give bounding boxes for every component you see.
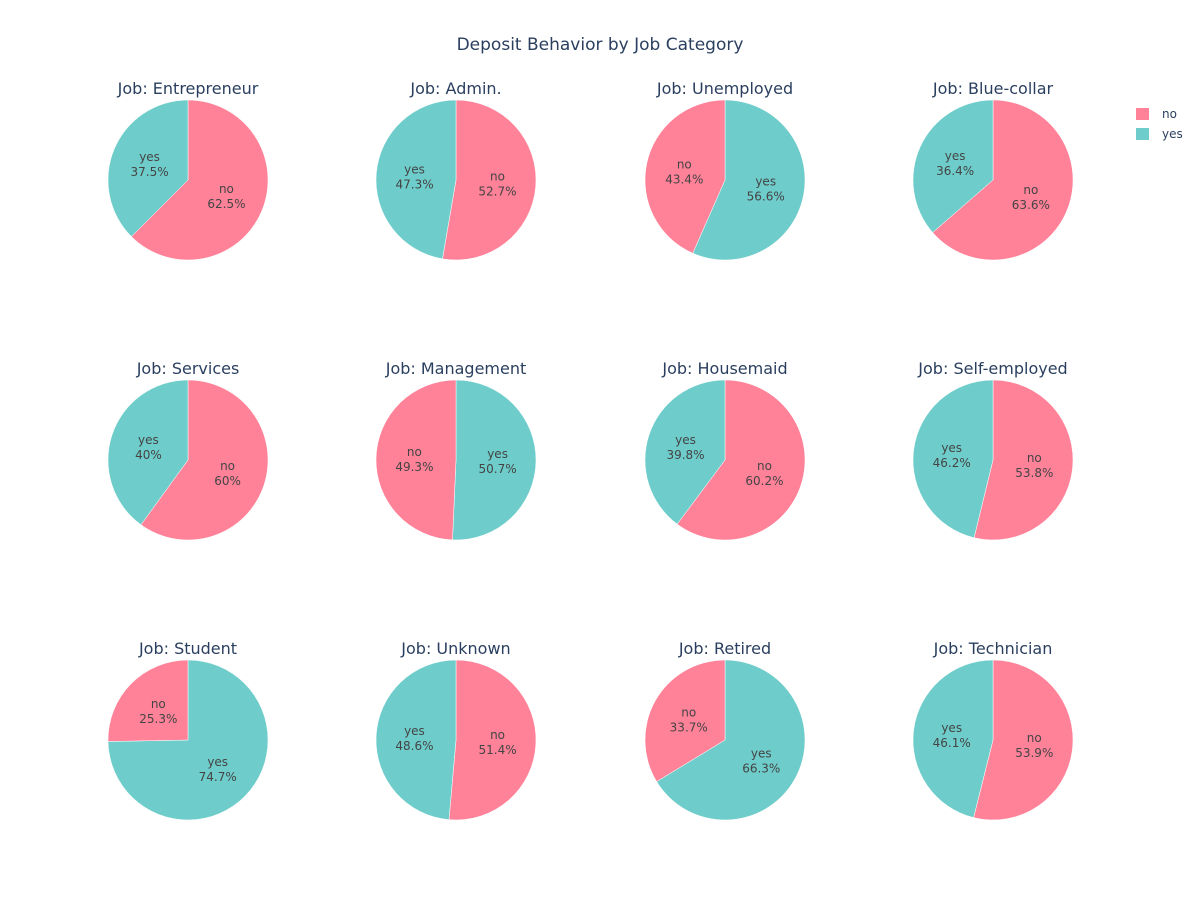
pie-slice-yes[interactable] [375,659,457,820]
slice-label-no: no 51.4% [478,728,516,757]
pie-slice-yes[interactable] [912,379,994,539]
pie-slice-no[interactable] [442,99,537,261]
pie-title: Job: Management [385,359,527,378]
pie-technician: Job: Technician no 53.9% yes 46.1% [912,639,1074,821]
slice-label-yes: yes 36.4% [936,149,974,178]
pie-management: Job: Management yes 50.7% no 49.3% [375,359,537,541]
legend-swatch-no [1136,108,1149,120]
slice-label-yes: yes 47.3% [395,162,433,191]
slice-label-yes: yes 50.7% [479,447,517,476]
pie-title: Job: Self-employed [917,359,1067,378]
pie-title: Job: Services [136,359,240,378]
pie-slice-no[interactable] [932,99,1074,261]
legend-item-no[interactable]: no [1136,107,1177,121]
pie-title: Job: Unemployed [656,79,793,98]
legend-label-no: no [1162,107,1177,121]
pie-student: Job: Student yes 74.7% no 25.3% [107,639,269,821]
legend-swatch-yes [1136,128,1149,140]
pie-title: Job: Student [138,639,237,658]
pie-housemaid: Job: Housemaid no 60.2% yes 39.8% [644,359,806,541]
slice-label-no: no 49.3% [395,445,433,474]
pie-slice-yes[interactable] [107,379,189,526]
slice-label-yes: yes 48.6% [395,724,433,753]
pie-slice-no[interactable] [107,659,189,742]
slice-label-yes: yes 46.1% [933,721,971,750]
slice-label-no: no 63.6% [1012,183,1050,212]
pie-title: Job: Retired [678,639,771,658]
slice-label-no: no 43.4% [665,157,703,186]
pie-title: Job: Housemaid [661,359,787,378]
pie-title: Job: Technician [933,639,1053,658]
pie-unemployed: Job: Unemployed yes 56.6% no 43.4% [644,79,806,261]
slice-label-yes: yes 37.5% [131,150,169,179]
slice-label-no: no 33.7% [670,706,708,735]
chart-title: Deposit Behavior by Job Category [457,35,744,55]
slice-label-yes: yes 66.3% [742,746,780,775]
slice-label-no: no 52.7% [478,170,516,199]
legend-item-yes[interactable]: yes [1136,127,1183,141]
pie-slice-no[interactable] [644,659,726,782]
pie-slice-yes[interactable] [644,379,726,525]
pie-retired: Job: Retired yes 66.3% no 33.7% [644,639,806,821]
pie-slice-yes[interactable] [452,379,537,541]
pie-slice-no[interactable] [448,659,537,821]
slice-label-yes: yes 39.8% [666,433,704,462]
slice-label-yes: yes 46.2% [933,441,971,470]
pie-title: Job: Unknown [400,639,510,658]
pie-services: Job: Services no 60% yes 40% [107,359,269,541]
pie-blue-collar: Job: Blue-collar no 63.6% yes 36.4% [912,79,1074,261]
legend-label-yes: yes [1162,127,1183,141]
pie-slice-yes[interactable] [912,659,994,818]
pie-slice-no[interactable] [973,659,1074,821]
slice-label-yes: yes 56.6% [747,175,785,204]
pie-grid: Job: Entrepreneur no 62.5% yes 37.5% Job: Adm… [107,79,1074,821]
pie-admin: Job: Admin. no 52.7% yes 47.3% [375,79,537,261]
pie-unknown: Job: Unknown no 51.4% yes 48.6% [375,639,537,821]
pie-title: Job: Blue-collar [932,79,1054,98]
pie-slice-no[interactable] [644,99,726,254]
pie-slice-no[interactable] [676,379,806,541]
pie-slice-yes[interactable] [375,99,457,260]
slice-label-no: no 60.2% [745,459,783,488]
pie-slice-no[interactable] [375,379,457,541]
slice-label-no: no 53.8% [1015,451,1053,480]
slice-label-no: no 60% [214,459,241,488]
pie-slice-yes[interactable] [692,99,806,261]
slice-label-no: no 25.3% [139,697,177,726]
pie-slice-no[interactable] [131,99,269,261]
pie-entrepreneur: Job: Entrepreneur no 62.5% yes 37.5% [107,79,269,261]
slice-label-no: no 53.9% [1015,731,1053,760]
pie-title: Job: Admin. [409,79,501,98]
pie-slice-yes[interactable] [107,99,189,237]
pie-slice-yes[interactable] [656,659,806,821]
pie-self-employed: Job: Self-employed no 53.8% yes 46.2% [912,359,1074,541]
slice-label-no: no 62.5% [207,182,245,211]
pie-slice-no[interactable] [973,379,1074,541]
slice-label-yes: yes 40% [135,433,162,462]
legend[interactable]: no yes [1136,107,1183,141]
slice-label-yes: yes 74.7% [199,755,237,784]
pie-slice-yes[interactable] [912,99,994,233]
pie-title: Job: Entrepreneur [117,79,259,98]
pie-slice-no[interactable] [140,379,269,541]
